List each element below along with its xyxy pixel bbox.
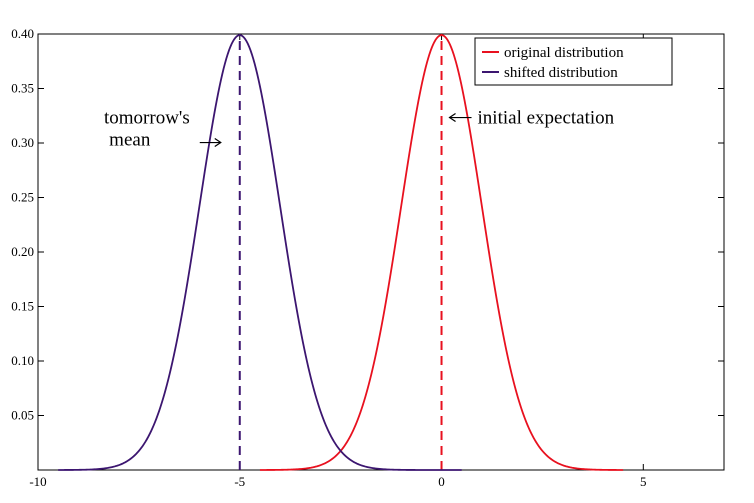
annotation-label: mean	[109, 130, 151, 151]
y-tick-label: 0.30	[11, 135, 34, 150]
legend-label: original distribution	[504, 45, 624, 61]
x-tick-label: 0	[438, 474, 445, 489]
x-tick-label: -10	[29, 474, 46, 489]
y-tick-label: 0.25	[11, 190, 34, 205]
y-tick-label: 0.10	[11, 353, 34, 368]
annotation-label: initial expectation	[478, 108, 615, 129]
series-line	[58, 34, 462, 471]
y-tick-label: 0.05	[11, 408, 34, 423]
series-line	[259, 34, 624, 471]
y-tick-label: 0.35	[11, 81, 34, 96]
y-tick-label: 0.15	[11, 299, 34, 314]
annotation-arrowhead	[448, 113, 456, 123]
legend-label: shifted distribution	[504, 65, 618, 81]
legend-box	[474, 37, 673, 86]
y-tick-label: 0.40	[11, 26, 34, 41]
x-tick-label: 5	[640, 474, 647, 489]
annotation-arrowhead	[214, 138, 222, 148]
legend: original distribution shifted distributio…	[474, 37, 673, 86]
x-tick-label: -5	[234, 474, 245, 489]
y-tick-label: 0.20	[11, 244, 34, 259]
plot-frame	[37, 33, 725, 471]
annotation-label: tomorrow's	[104, 108, 190, 129]
